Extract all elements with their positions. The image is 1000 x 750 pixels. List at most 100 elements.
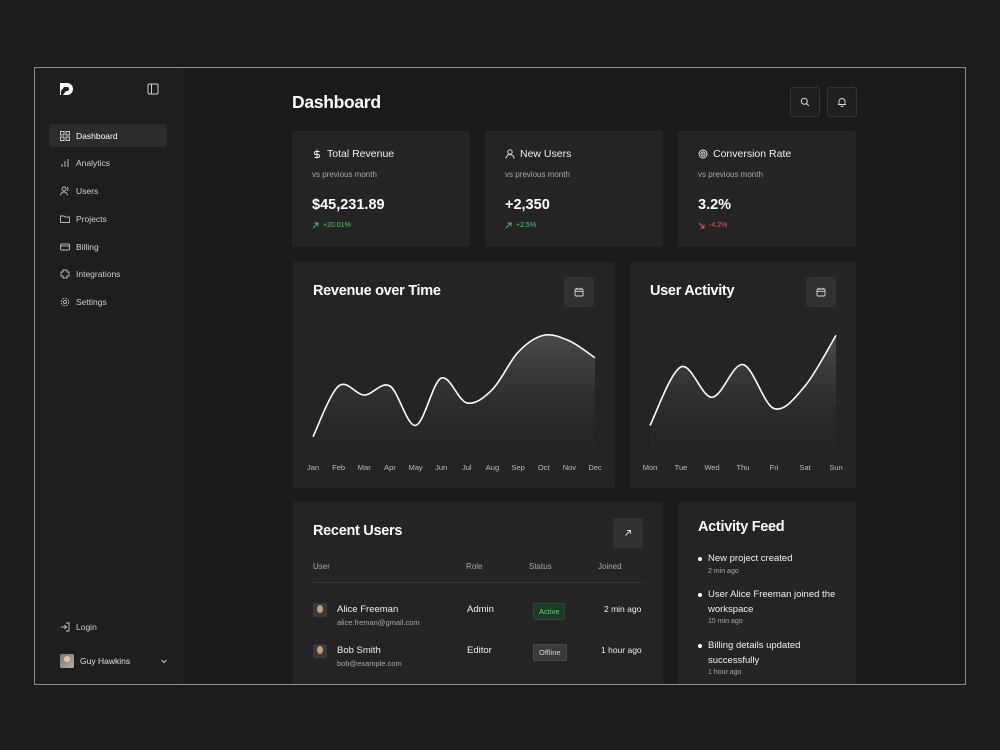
stat-title: Conversion Rate xyxy=(713,148,792,160)
sidebar-toggle-icon[interactable] xyxy=(147,83,159,95)
feed-time: 2 min ago xyxy=(708,567,739,575)
user-name: Alice Freeman xyxy=(337,604,399,615)
x-tick-label: Tue xyxy=(675,463,688,472)
x-tick-label: Sep xyxy=(511,463,524,472)
stat-value: $45,231.89 xyxy=(312,197,385,213)
sidebar-item-label: Projects xyxy=(76,213,107,224)
sidebar-item-label: Integrations xyxy=(76,269,121,280)
chart-title: Revenue over Time xyxy=(313,283,441,299)
stat-card-total-revenue: Total Revenue vs previous month $45,231.… xyxy=(292,131,470,247)
stat-title: New Users xyxy=(520,148,572,160)
sidebar-item-billing[interactable]: Billing xyxy=(49,235,167,258)
feed-item[interactable]: User Alice Freeman joined the workspace … xyxy=(698,588,838,625)
app-window: Dashboard Analytics Users Projects Billi… xyxy=(34,67,966,685)
x-tick-label: Fri xyxy=(770,463,779,472)
sidebar-item-label: Users xyxy=(76,186,99,197)
date-range-button[interactable] xyxy=(806,277,836,307)
x-tick-label: Jun xyxy=(435,463,447,472)
user-name: Guy Hawkins xyxy=(80,656,131,666)
series-line xyxy=(312,334,596,438)
bullet xyxy=(698,644,702,648)
x-tick-label: Jan xyxy=(307,463,319,472)
x-tick-label: Thu xyxy=(737,463,750,472)
sidebar-item-users[interactable]: Users xyxy=(49,180,167,203)
stat-subtitle: vs previous month xyxy=(698,170,763,179)
x-tick-label: Mon xyxy=(643,463,658,472)
x-tick-label: Oct xyxy=(538,463,551,472)
section-title: Recent Users xyxy=(313,523,403,539)
x-tick-label: Nov xyxy=(563,463,577,472)
sidebar-item-label: Analytics xyxy=(76,158,111,169)
folder-icon xyxy=(60,214,70,224)
stat-subtitle: vs previous month xyxy=(312,170,377,179)
x-tick-label: Jul xyxy=(462,463,472,472)
credit-card-icon xyxy=(60,242,70,252)
stat-delta: -4.2% xyxy=(698,222,727,229)
logo-icon[interactable] xyxy=(58,81,74,97)
open-users-button[interactable] xyxy=(613,518,643,548)
feed-item[interactable]: New project created 2 min ago xyxy=(698,552,838,575)
chart-title: User Activity xyxy=(650,283,735,299)
feed-text: Billing details updated successfully xyxy=(708,640,801,666)
notifications-button[interactable] xyxy=(827,87,857,117)
x-tick-label: Aug xyxy=(486,463,499,472)
user-activity-chart: Mon Tue Wed Thu Fri Sat Sun xyxy=(643,334,843,472)
arrow-up-right-icon xyxy=(505,222,512,229)
x-tick-label: Apr xyxy=(384,463,396,472)
status-badge: Active xyxy=(533,603,566,620)
sidebar-item-analytics[interactable]: Analytics xyxy=(49,152,167,175)
stat-delta-value: +20.01% xyxy=(323,222,351,229)
stat-delta-value: -4.2% xyxy=(709,222,728,229)
sidebar-item-settings[interactable]: Settings xyxy=(49,291,167,314)
status-badge: Offline xyxy=(533,644,567,661)
sidebar-item-dashboard[interactable]: Dashboard xyxy=(49,124,167,147)
page-title: Dashboard xyxy=(292,92,381,112)
user-avatar xyxy=(313,603,327,617)
stat-delta-value: +2.5% xyxy=(516,222,537,229)
calendar-icon xyxy=(816,287,826,297)
date-range-button[interactable] xyxy=(564,277,594,307)
x-tick-label: Dec xyxy=(588,463,602,472)
sidebar-item-label: Billing xyxy=(76,241,99,252)
stat-value: +2,350 xyxy=(505,197,550,213)
bullet xyxy=(698,593,702,597)
area-fill xyxy=(650,335,836,448)
login-label: Login xyxy=(76,622,97,632)
user-icon xyxy=(505,149,515,159)
user-menu[interactable]: Guy Hawkins xyxy=(60,654,168,668)
integrations-icon xyxy=(60,269,70,279)
arrow-up-right-icon xyxy=(625,530,631,536)
sidebar-item-label: Settings xyxy=(76,297,107,308)
sidebar-item-projects[interactable]: Projects xyxy=(49,207,167,230)
target-icon xyxy=(698,149,708,159)
bullet xyxy=(698,557,702,561)
search-button[interactable] xyxy=(790,87,820,117)
stat-card-conversion-rate: Conversion Rate vs previous month 3.2% -… xyxy=(678,131,856,247)
recent-users-card: Recent Users User Role Status Joined Ali… xyxy=(293,502,663,684)
column-header[interactable]: Joined xyxy=(598,562,622,571)
user-email: bob@example.com xyxy=(337,659,402,668)
stat-title: Total Revenue xyxy=(327,148,395,160)
sidebar: Dashboard Analytics Users Projects Billi… xyxy=(35,68,183,684)
feed-item[interactable]: Billing details updated successfully 1 h… xyxy=(698,639,838,676)
stat-card-new-users: New Users vs previous month +2,350 +2.5% xyxy=(485,131,663,247)
arrow-down-right-icon xyxy=(698,222,705,229)
user-email: alice.freman@gmail.com xyxy=(337,618,420,627)
login-link[interactable]: Login xyxy=(60,622,97,632)
feed-text: New project created xyxy=(708,553,793,564)
joined-time: 1 hour ago xyxy=(601,645,642,655)
column-header[interactable]: Status xyxy=(529,562,552,571)
feed-time: 1 hour ago xyxy=(708,669,742,676)
user-name: Bob Smith xyxy=(337,645,381,656)
divider xyxy=(313,582,643,583)
arrow-up-right-icon xyxy=(312,222,319,229)
x-tick-label: Mar xyxy=(358,463,371,472)
revenue-chart: Jan Feb Mar Apr May Jun Jul Aug Sep Oct Nov Dec xyxy=(307,334,602,472)
joined-time: 2 min ago xyxy=(604,604,642,614)
column-header[interactable]: User xyxy=(313,562,330,571)
sidebar-item-integrations[interactable]: Integrations xyxy=(49,263,167,286)
search-icon xyxy=(800,97,810,107)
user-avatar xyxy=(313,644,327,658)
column-header[interactable]: Role xyxy=(466,562,483,571)
x-tick-label: Wed xyxy=(704,463,719,472)
